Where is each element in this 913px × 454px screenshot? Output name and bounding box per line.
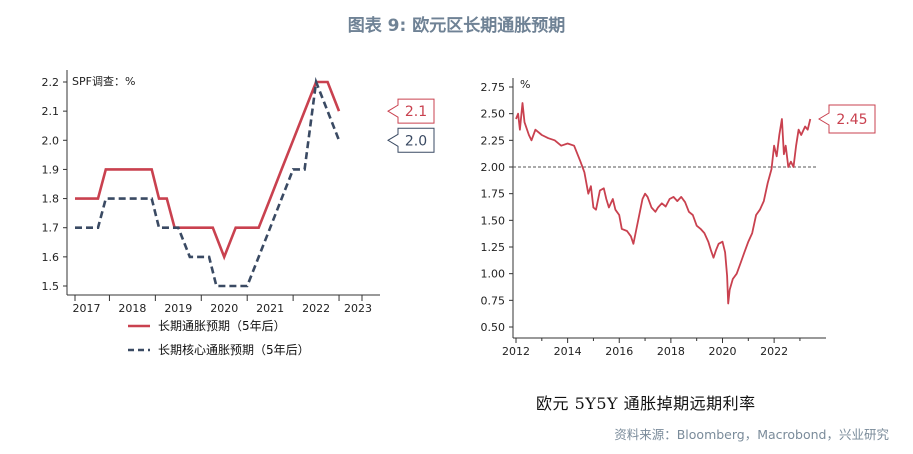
right-x-tick-label: 2018 bbox=[657, 345, 685, 358]
right-x-tick-label: 2020 bbox=[708, 345, 736, 358]
right-y-ticks: 2.75 2.50 2.25 2.00 1.75 1.50 1.25 1.00 0.75 0.50 bbox=[481, 81, 513, 334]
left-callouts: 2.1 2.0 bbox=[387, 98, 435, 153]
right-unit-label: % bbox=[520, 78, 530, 91]
left-y-tick-label: 1.5 bbox=[42, 280, 60, 293]
left-x-tick-label: 2022 bbox=[302, 302, 330, 315]
left-callout-box-0 bbox=[387, 98, 435, 124]
right-y-tick-label: 2.50 bbox=[481, 108, 506, 121]
left-y-tick-label: 2.0 bbox=[42, 134, 60, 147]
left-y-tick-label: 2.2 bbox=[42, 76, 60, 89]
right-y-tick-label: 1.75 bbox=[481, 188, 506, 201]
right-y-tick-label: 0.50 bbox=[481, 321, 506, 334]
left-callout-box-1 bbox=[387, 127, 435, 153]
left-x-tick-label: 2021 bbox=[256, 302, 284, 315]
left-callout-label-1: 2.0 bbox=[405, 133, 427, 149]
left-series-line-0 bbox=[75, 80, 341, 261]
right-y-tick-label: 2.25 bbox=[481, 134, 506, 147]
left-y-tick-label: 1.9 bbox=[42, 163, 60, 176]
right-x-tick-label: 2014 bbox=[554, 345, 582, 358]
left-legend-label-0: 长期通胀预期（5年后） bbox=[158, 319, 286, 333]
left-unit-label: SPF调查：% bbox=[72, 74, 135, 88]
right-y-tick-label: 2.00 bbox=[481, 161, 506, 174]
left-x-tick-label: 2023 bbox=[344, 302, 372, 315]
right-callout-label-0: 2.45 bbox=[836, 112, 867, 128]
left-callout-label-0: 2.1 bbox=[405, 104, 427, 120]
right-x-ticks: 2012 2014 2016 2018 2020 2022 bbox=[502, 338, 801, 358]
right-y-tick-label: 2.75 bbox=[481, 81, 506, 94]
right-y-tick-label: 0.75 bbox=[481, 294, 506, 307]
left-x-tick-label: 2017 bbox=[72, 302, 100, 315]
right-x-tick-label: 2022 bbox=[760, 345, 788, 358]
left-legend-label-1: 长期核心通胀预期（5年后） bbox=[158, 343, 310, 357]
left-series bbox=[75, 76, 341, 288]
left-y-ticks: 2.2 2.1 2.0 1.9 1.8 1.7 1.6 1.5 bbox=[42, 76, 67, 293]
left-x-tick-label: 2020 bbox=[210, 302, 238, 315]
right-callouts: 2.45 bbox=[818, 104, 876, 134]
left-y-tick-label: 1.7 bbox=[42, 222, 60, 235]
right-x-tick-label: 2016 bbox=[605, 345, 633, 358]
right-y-tick-label: 1.50 bbox=[481, 214, 506, 227]
figure-title: 图表 9: 欧元区长期通胀预期 bbox=[347, 16, 566, 36]
right-y-tick-label: 1.25 bbox=[481, 241, 506, 254]
left-y-tick-label: 1.6 bbox=[42, 251, 60, 264]
left-y-tick-label: 1.8 bbox=[42, 193, 60, 206]
left-x-ticks: 2017 2018 2019 2020 2021 2022 2023 bbox=[72, 295, 372, 315]
left-series-line-1 bbox=[75, 76, 341, 288]
right-y-tick-label: 1.00 bbox=[481, 268, 506, 281]
left-x-tick-label: 2019 bbox=[164, 302, 192, 315]
left-x-tick-label: 2018 bbox=[118, 302, 146, 315]
right-series bbox=[515, 102, 812, 305]
right-chart: % 2.75 2.50 2.25 2.00 1.75 1.50 1.25 1.00 0.75 0.… bbox=[481, 78, 876, 358]
source-note: 资料来源：Bloomberg，Macrobond，兴业研究 bbox=[614, 427, 889, 442]
left-legend: 长期通胀预期（5年后） 长期核心通胀预期（5年后） bbox=[128, 319, 310, 357]
right-chart-title: 欧元 5Y5Y 通胀掉期远期利率 bbox=[536, 394, 756, 413]
right-x-tick-label: 2012 bbox=[502, 345, 530, 358]
left-y-tick-label: 2.1 bbox=[42, 105, 60, 118]
right-callout-box-0 bbox=[818, 104, 876, 134]
left-chart: SPF调查：% 2.22.12.01.91.81.71.61.5 2017 201… bbox=[42, 70, 435, 357]
right-series-line-0 bbox=[515, 102, 812, 305]
